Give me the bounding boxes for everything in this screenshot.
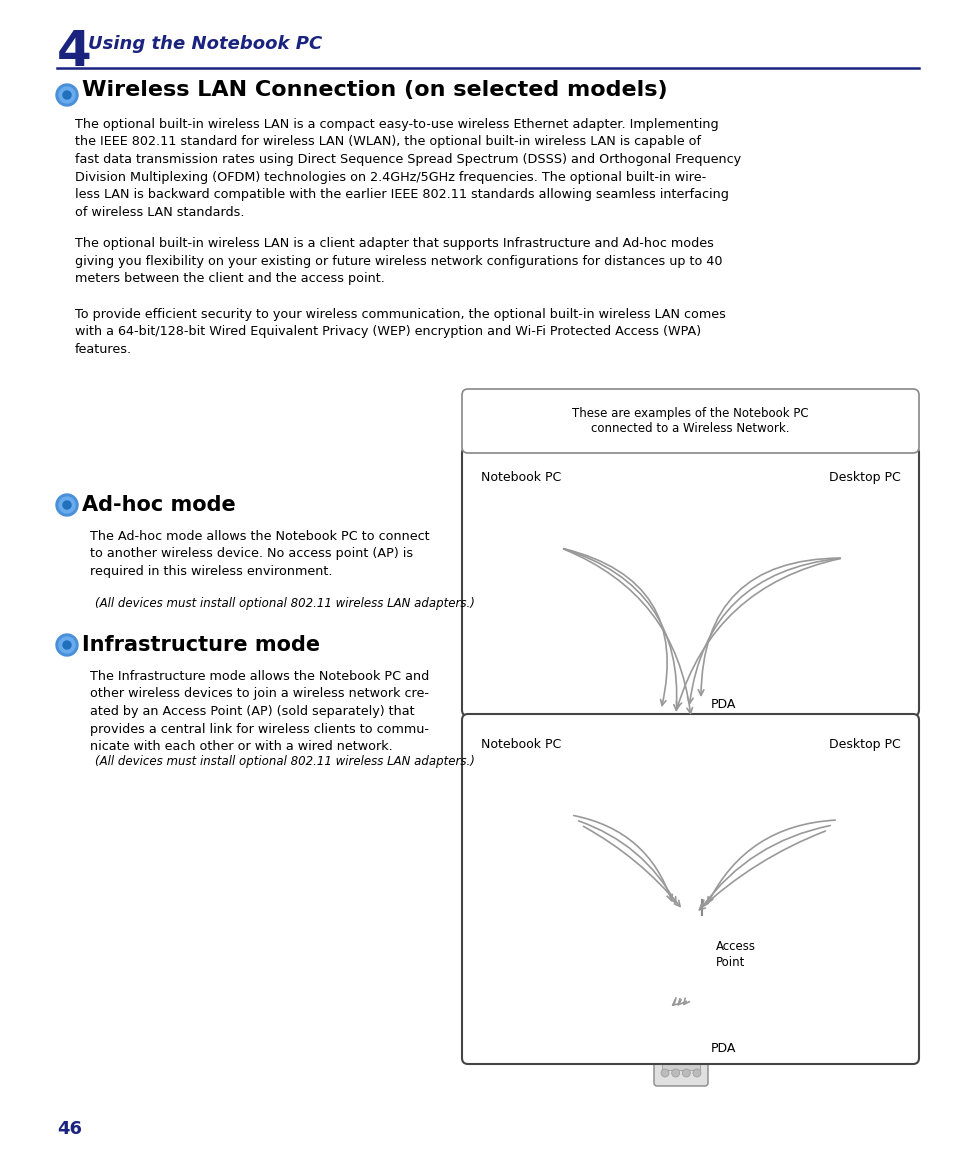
FancyBboxPatch shape xyxy=(791,477,863,579)
FancyBboxPatch shape xyxy=(797,783,858,790)
Circle shape xyxy=(63,91,71,99)
Circle shape xyxy=(680,923,684,927)
Text: Notebook PC: Notebook PC xyxy=(480,738,560,751)
Text: To provide efficient security to your wireless communication, the optional built: To provide efficient security to your wi… xyxy=(75,308,725,356)
FancyBboxPatch shape xyxy=(524,799,637,818)
FancyBboxPatch shape xyxy=(654,666,707,743)
Circle shape xyxy=(681,1070,690,1076)
FancyBboxPatch shape xyxy=(461,714,918,1064)
Text: 4: 4 xyxy=(57,28,91,76)
Circle shape xyxy=(692,1070,700,1076)
FancyBboxPatch shape xyxy=(797,835,858,843)
Text: PDA: PDA xyxy=(710,1042,736,1055)
Text: The optional built-in wireless LAN is a client adapter that supports Infrastruct: The optional built-in wireless LAN is a … xyxy=(75,237,721,285)
Circle shape xyxy=(56,634,78,656)
Text: (All devices must install optional 802.11 wireless LAN adapters.): (All devices must install optional 802.1… xyxy=(95,597,475,610)
Text: (All devices must install optional 802.11 wireless LAN adapters.): (All devices must install optional 802.1… xyxy=(95,755,475,768)
Circle shape xyxy=(56,494,78,516)
Circle shape xyxy=(799,484,806,492)
Text: The Infrastructure mode allows the Notebook PC and
other wireless devices to joi: The Infrastructure mode allows the Noteb… xyxy=(90,670,429,753)
FancyBboxPatch shape xyxy=(797,558,858,566)
Text: Desktop PC: Desktop PC xyxy=(828,738,900,751)
Circle shape xyxy=(671,726,679,733)
FancyBboxPatch shape xyxy=(661,693,700,726)
Text: The optional built-in wireless LAN is a compact easy-to-use wireless Ethernet ad: The optional built-in wireless LAN is a … xyxy=(75,118,740,218)
Circle shape xyxy=(59,638,75,653)
Circle shape xyxy=(59,497,75,513)
FancyBboxPatch shape xyxy=(797,516,858,523)
FancyBboxPatch shape xyxy=(797,507,858,514)
Text: Desktop PC: Desktop PC xyxy=(828,471,900,484)
FancyBboxPatch shape xyxy=(533,477,628,524)
FancyBboxPatch shape xyxy=(461,447,918,716)
Circle shape xyxy=(692,923,697,927)
Text: PDA: PDA xyxy=(710,699,736,711)
Text: Notebook PC: Notebook PC xyxy=(480,471,560,484)
FancyBboxPatch shape xyxy=(533,754,628,802)
Circle shape xyxy=(660,1070,668,1076)
FancyBboxPatch shape xyxy=(537,482,623,519)
FancyBboxPatch shape xyxy=(797,528,858,534)
Circle shape xyxy=(671,1070,679,1076)
Circle shape xyxy=(686,923,690,927)
Circle shape xyxy=(681,726,690,733)
Text: The Ad-hoc mode allows the Notebook PC to connect
to another wireless device. No: The Ad-hoc mode allows the Notebook PC t… xyxy=(90,530,429,578)
Circle shape xyxy=(56,84,78,106)
FancyBboxPatch shape xyxy=(524,522,637,541)
FancyBboxPatch shape xyxy=(791,754,863,856)
FancyBboxPatch shape xyxy=(797,805,858,811)
FancyBboxPatch shape xyxy=(461,389,918,453)
Text: Wireless LAN Connection (on selected models): Wireless LAN Connection (on selected mod… xyxy=(82,80,667,100)
Circle shape xyxy=(692,726,700,733)
Text: Using the Notebook PC: Using the Notebook PC xyxy=(88,35,322,53)
Text: Access
Point: Access Point xyxy=(716,940,755,969)
FancyBboxPatch shape xyxy=(537,759,623,796)
Text: Ad-hoc mode: Ad-hoc mode xyxy=(82,495,235,515)
Text: 46: 46 xyxy=(57,1120,82,1138)
Circle shape xyxy=(63,641,71,649)
FancyBboxPatch shape xyxy=(666,912,708,1003)
Circle shape xyxy=(59,87,75,103)
FancyBboxPatch shape xyxy=(797,793,858,800)
Text: Infrastructure mode: Infrastructure mode xyxy=(82,635,320,655)
FancyBboxPatch shape xyxy=(654,1009,707,1086)
FancyBboxPatch shape xyxy=(661,1036,700,1070)
Text: These are examples of the Notebook PC
connected to a Wireless Network.: These are examples of the Notebook PC co… xyxy=(572,407,808,435)
Circle shape xyxy=(63,501,71,509)
Circle shape xyxy=(660,726,668,733)
Circle shape xyxy=(799,761,806,769)
